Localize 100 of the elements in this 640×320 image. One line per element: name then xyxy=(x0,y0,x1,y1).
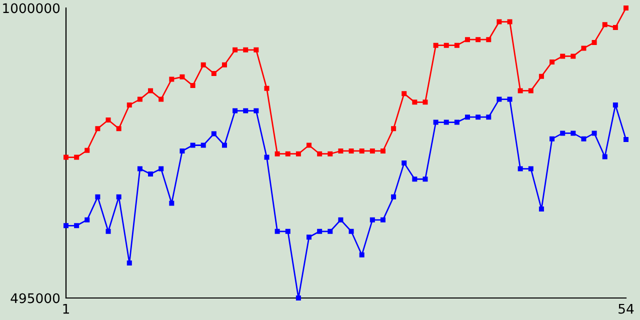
point xyxy=(317,151,322,156)
point xyxy=(169,76,174,82)
point xyxy=(570,130,576,136)
point xyxy=(126,102,132,108)
point xyxy=(169,200,174,206)
point xyxy=(274,151,280,156)
point xyxy=(148,171,154,176)
point xyxy=(359,252,364,258)
point xyxy=(592,130,597,136)
point xyxy=(454,120,460,125)
point xyxy=(486,114,492,120)
x-tick-label: 54 xyxy=(618,304,634,314)
point xyxy=(338,148,344,154)
point xyxy=(243,108,248,114)
point xyxy=(200,62,206,68)
point xyxy=(84,148,90,153)
point xyxy=(222,142,227,148)
point xyxy=(528,166,534,172)
point xyxy=(422,100,428,105)
point xyxy=(95,194,100,200)
point xyxy=(560,54,566,59)
point xyxy=(570,54,576,59)
point xyxy=(158,166,164,172)
point xyxy=(296,151,301,156)
point xyxy=(63,154,68,160)
point xyxy=(581,136,586,142)
point xyxy=(190,83,196,88)
point xyxy=(581,46,586,51)
point xyxy=(200,142,206,148)
point xyxy=(137,96,142,102)
point xyxy=(496,19,502,24)
point xyxy=(306,142,312,148)
point xyxy=(624,137,628,142)
y-tick-label: 495000 xyxy=(10,293,60,304)
point xyxy=(507,96,512,102)
point xyxy=(380,217,386,222)
point xyxy=(116,194,122,200)
point xyxy=(338,217,344,222)
point xyxy=(391,126,396,132)
point xyxy=(222,62,227,68)
point xyxy=(254,47,259,52)
point xyxy=(433,120,438,125)
point xyxy=(370,148,375,154)
point xyxy=(444,42,449,48)
point xyxy=(232,108,238,114)
point xyxy=(232,47,238,52)
point xyxy=(180,74,185,80)
point xyxy=(317,228,322,234)
point xyxy=(137,166,142,172)
point xyxy=(465,114,470,120)
point xyxy=(74,223,80,228)
point xyxy=(95,126,100,132)
point xyxy=(465,37,470,42)
point xyxy=(476,37,481,42)
point xyxy=(190,142,196,148)
point xyxy=(63,223,68,228)
point xyxy=(243,47,248,52)
point xyxy=(126,260,132,266)
point xyxy=(359,148,364,154)
point xyxy=(264,154,270,160)
point xyxy=(476,114,481,120)
point xyxy=(538,74,544,79)
point xyxy=(74,154,80,160)
point xyxy=(328,228,333,234)
point xyxy=(422,176,428,182)
point xyxy=(180,148,185,154)
point xyxy=(391,194,396,200)
point xyxy=(254,108,259,114)
point xyxy=(306,234,312,240)
point xyxy=(592,40,597,45)
point xyxy=(518,88,523,94)
point xyxy=(412,176,418,182)
point xyxy=(264,86,270,91)
point xyxy=(550,136,555,142)
point xyxy=(454,42,460,48)
point xyxy=(402,160,407,166)
point xyxy=(507,19,512,24)
point xyxy=(296,296,301,300)
x-tick-label: 1 xyxy=(63,304,69,314)
point xyxy=(624,6,628,10)
point xyxy=(412,100,418,105)
point xyxy=(211,70,216,76)
point xyxy=(328,151,333,156)
point xyxy=(84,217,90,222)
point xyxy=(285,228,290,234)
point xyxy=(158,96,164,102)
point xyxy=(348,228,354,234)
point xyxy=(444,120,449,125)
point xyxy=(528,88,534,94)
point xyxy=(148,88,154,94)
point xyxy=(496,96,502,102)
point xyxy=(116,126,122,132)
point xyxy=(602,154,608,160)
point xyxy=(612,102,618,108)
point xyxy=(538,206,544,212)
point xyxy=(274,228,280,234)
y-tick-label: 1000000 xyxy=(3,3,60,14)
point xyxy=(518,166,523,172)
point xyxy=(370,217,375,222)
point xyxy=(602,22,608,28)
